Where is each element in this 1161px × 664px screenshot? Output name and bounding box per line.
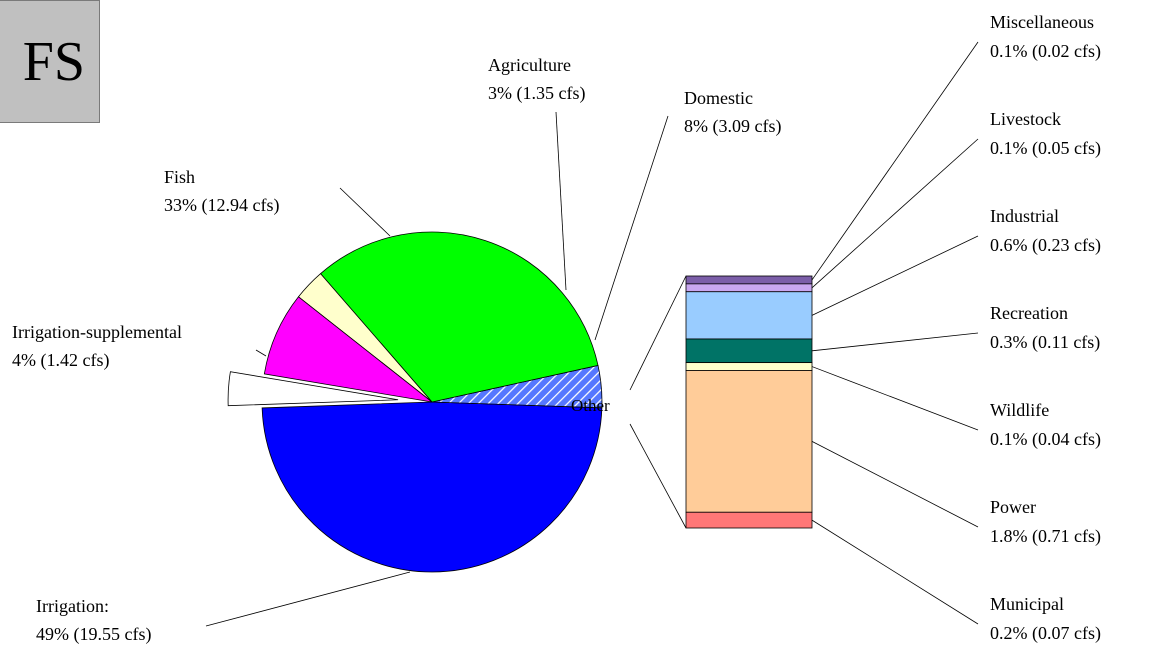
bar-segment-industrial	[685, 291, 813, 340]
bar-label-miscellaneous: Miscellaneous 0.1% (0.02 cfs)	[990, 12, 1101, 62]
other-breakdown-bar	[685, 275, 813, 529]
pie-slice-fish	[319, 231, 599, 403]
bar-label-name: Livestock	[990, 109, 1061, 129]
pie-label-value: 4% (1.42 cfs)	[12, 350, 109, 371]
pie-label-name: Fish	[164, 167, 195, 187]
chart-labels: Irrigation: 49% (19.55 cfs) Irrigation-sup…	[12, 12, 1101, 645]
bar-label-wildlife: Wildlife 0.1% (0.04 cfs)	[990, 400, 1101, 450]
bar-leader-line	[811, 519, 979, 625]
bar-segment-miscellaneous	[685, 275, 813, 285]
pie-leader-line	[255, 349, 267, 357]
bar-label-name: Recreation	[990, 303, 1068, 323]
bar-segment-recreation	[685, 338, 813, 364]
connector-bottom	[629, 423, 687, 529]
bar-segment-wildlife	[685, 362, 813, 371]
pie-slice-irrigation	[261, 401, 603, 573]
leader-lines	[205, 41, 979, 627]
bar-label-value: 1.8% (0.71 cfs)	[990, 526, 1101, 547]
pie-label-value: 33% (12.94 cfs)	[164, 195, 279, 216]
bar-label-industrial: Industrial 0.6% (0.23 cfs)	[990, 206, 1101, 256]
connector-top	[629, 275, 687, 391]
bar-label-power: Power 1.8% (0.71 cfs)	[990, 497, 1101, 547]
bar-leader-line	[811, 138, 979, 289]
bar-label-recreation: Recreation 0.3% (0.11 cfs)	[990, 303, 1100, 353]
bar-label-value: 0.1% (0.05 cfs)	[990, 138, 1101, 159]
bar-leader-line	[811, 332, 979, 352]
pie-label-value: 8% (3.09 cfs)	[684, 116, 781, 137]
pie-label-domestic: Domestic 8% (3.09 cfs)	[684, 88, 781, 137]
bar-segment-municipal	[685, 511, 813, 529]
bar-leader-line	[811, 41, 979, 281]
bar-label-name: Industrial	[990, 206, 1059, 226]
pie-label-name: Irrigation:	[36, 596, 109, 616]
corner-label: FS	[22, 30, 85, 93]
bar-label-name: Wildlife	[990, 400, 1049, 420]
corner-label-box: FS	[0, 0, 100, 123]
bar-label-value: 0.6% (0.23 cfs)	[990, 235, 1101, 256]
pie-leader-line	[205, 571, 411, 627]
bar-label-name: Power	[990, 497, 1036, 517]
bar-label-name: Municipal	[990, 594, 1064, 614]
bar-leader-line	[811, 235, 979, 316]
bar-segment-livestock	[685, 283, 813, 293]
bar-label-municipal: Municipal 0.2% (0.07 cfs)	[990, 594, 1101, 644]
pie-label-name: Domestic	[684, 88, 753, 108]
bar-segment-power	[685, 370, 813, 513]
pie-label-fish: Fish 33% (12.94 cfs)	[164, 167, 279, 216]
pie-leader-line	[339, 187, 391, 237]
bar-label-value: 0.3% (0.11 cfs)	[990, 332, 1100, 353]
bar-leader-line	[811, 366, 979, 431]
pie-label-name: Irrigation-supplemental	[12, 322, 182, 342]
bar-label-value: 0.1% (0.02 cfs)	[990, 41, 1101, 62]
pie-label-agriculture: Agriculture 3% (1.35 cfs)	[488, 55, 585, 104]
pie-label-irrigation-supplemental: Irrigation-supplemental 4% (1.42 cfs)	[12, 322, 182, 371]
pie-label-value: 3% (1.35 cfs)	[488, 83, 585, 104]
bar-label-value: 0.1% (0.04 cfs)	[990, 429, 1101, 450]
bar-label-value: 0.2% (0.07 cfs)	[990, 623, 1101, 644]
pie-label-other: Other	[571, 396, 610, 415]
pie-label-irrigation: Irrigation: 49% (19.55 cfs)	[36, 596, 151, 645]
pie-leader-line	[555, 111, 567, 291]
pie-label-value: 49% (19.55 cfs)	[36, 624, 151, 645]
bar-label-livestock: Livestock 0.1% (0.05 cfs)	[990, 109, 1101, 159]
bar-leader-line	[811, 441, 979, 528]
pie-chart	[227, 231, 603, 573]
bar-label-name: Miscellaneous	[990, 12, 1094, 32]
pie-slice-domestic	[263, 296, 433, 403]
pie-leader-line	[594, 115, 669, 341]
pie-label-name: Agriculture	[488, 55, 571, 75]
pie-slice-other	[227, 371, 399, 407]
